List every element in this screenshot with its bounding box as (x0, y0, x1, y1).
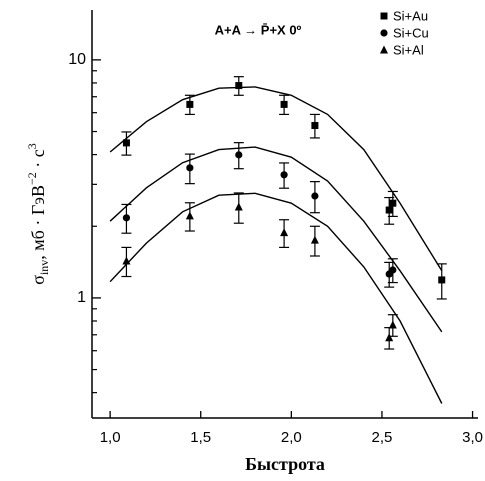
marker-square (385, 206, 393, 214)
marker-circle (380, 29, 388, 37)
marker-square (389, 199, 397, 207)
chart-title: A+A → P̄+X 0º (215, 22, 302, 37)
marker-square (380, 12, 388, 20)
marker-triangle (280, 228, 289, 237)
y-label-part: inv (37, 260, 51, 275)
marker-circle (186, 164, 194, 172)
legend-label: Si+Au (393, 8, 428, 23)
marker-triangle (388, 320, 397, 329)
marker-circle (311, 192, 319, 200)
y-tick-label: 10 (68, 51, 86, 68)
y-label-part: , мб · ГэВ (28, 185, 48, 260)
legend-label: Si+Cu (393, 25, 429, 40)
x-tick-label: 2,5 (372, 429, 393, 446)
x-tick-label: 1,0 (100, 429, 121, 446)
marker-triangle (380, 45, 388, 54)
model-curve (109, 192, 443, 404)
model-curve (109, 146, 443, 333)
marker-square (235, 82, 243, 90)
x-tick-label: 3,0 (462, 429, 483, 446)
x-tick-label: 2,0 (281, 429, 302, 446)
y-label-part: · с (28, 149, 48, 172)
marker-triangle (185, 211, 194, 220)
marker-square (280, 100, 288, 108)
marker-triangle (310, 235, 319, 244)
y-axis-label: σinv, мб · ГэВ−2 · с3 (25, 143, 51, 285)
marker-square (311, 122, 319, 130)
marker-square (438, 276, 446, 284)
y-label-part: σ (28, 275, 48, 285)
marker-triangle (234, 202, 243, 211)
marker-square (186, 100, 194, 108)
marker-square (122, 139, 130, 147)
x-tick-label: 1,5 (190, 429, 211, 446)
y-label-part: 3 (25, 143, 39, 149)
x-axis-label: Быстрота (245, 454, 325, 474)
y-tick-label: 1 (77, 289, 86, 306)
y-label-part: −2 (25, 172, 39, 185)
marker-circle (235, 151, 243, 159)
marker-triangle (122, 256, 131, 265)
marker-circle (280, 171, 288, 179)
marker-circle (122, 214, 131, 222)
model-curve (109, 86, 443, 272)
legend-label: Si+Al (393, 42, 424, 57)
marker-triangle (385, 333, 394, 342)
marker-circle (389, 266, 397, 274)
